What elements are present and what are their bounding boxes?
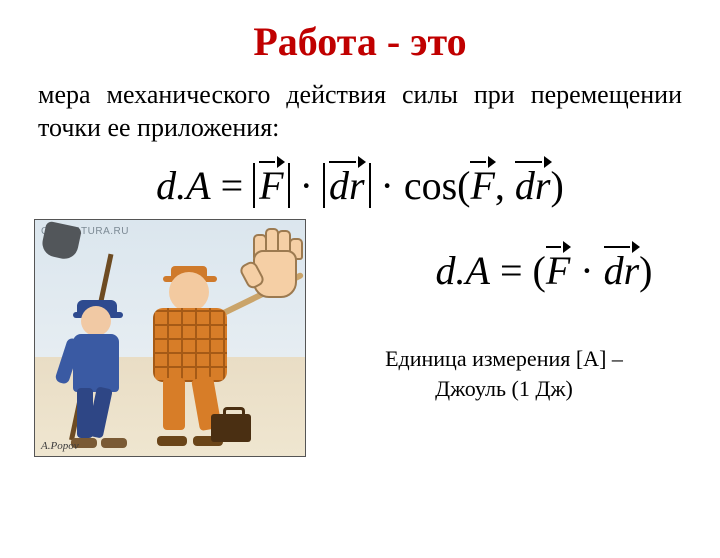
formula-dA: d.A xyxy=(156,163,210,208)
formula-2: d.A = (F · dr) xyxy=(402,247,686,294)
formula-mult: · xyxy=(300,163,313,208)
units-line1: Единица измерения [A] – xyxy=(385,346,623,371)
formula2-eq: = xyxy=(500,248,523,293)
formula2-dA: d.A xyxy=(436,248,490,293)
formula-comma: , xyxy=(495,163,505,208)
formula2-open: ( xyxy=(533,248,546,293)
worker-figure xyxy=(51,288,137,448)
definition-text: мера механического действия силы при пер… xyxy=(38,79,682,144)
vec-F2: F xyxy=(470,162,494,209)
vec-dr2: dr xyxy=(515,162,551,209)
cartoon-signature: A.Popov xyxy=(41,440,79,452)
formula2-dr: dr xyxy=(604,247,640,294)
shovel-head-shape xyxy=(40,221,82,262)
right-column: d.A = (F · dr) Единица измерения [A] – Д… xyxy=(322,219,686,403)
units-text: Единица измерения [A] – Джоуль (1 Дж) xyxy=(322,344,686,403)
abs-F: F xyxy=(253,163,289,208)
vec-F: F xyxy=(259,162,283,209)
page-title: Работа - это xyxy=(0,18,720,65)
abs-dr: dr xyxy=(323,163,371,208)
formula-eq: = xyxy=(221,163,244,208)
formula2-F: F xyxy=(546,247,570,294)
vec-dr: dr xyxy=(329,162,365,209)
cartoon-illustration: CARICATURA.RU A.Popov xyxy=(34,219,306,457)
big-hand-shape xyxy=(247,232,305,302)
formula-1: d.A = F · dr · cos(F, dr) xyxy=(0,162,720,209)
formula-mult2: · xyxy=(381,163,394,208)
formula-close: ) xyxy=(551,163,564,208)
content-row: CARICATURA.RU A.Popov d.A = xyxy=(0,219,720,457)
units-line2: Джоуль (1 Дж) xyxy=(435,376,573,401)
formula-cos: cos( xyxy=(404,163,471,208)
formula2-dot: · xyxy=(570,248,603,293)
formula2-close: ) xyxy=(639,248,652,293)
